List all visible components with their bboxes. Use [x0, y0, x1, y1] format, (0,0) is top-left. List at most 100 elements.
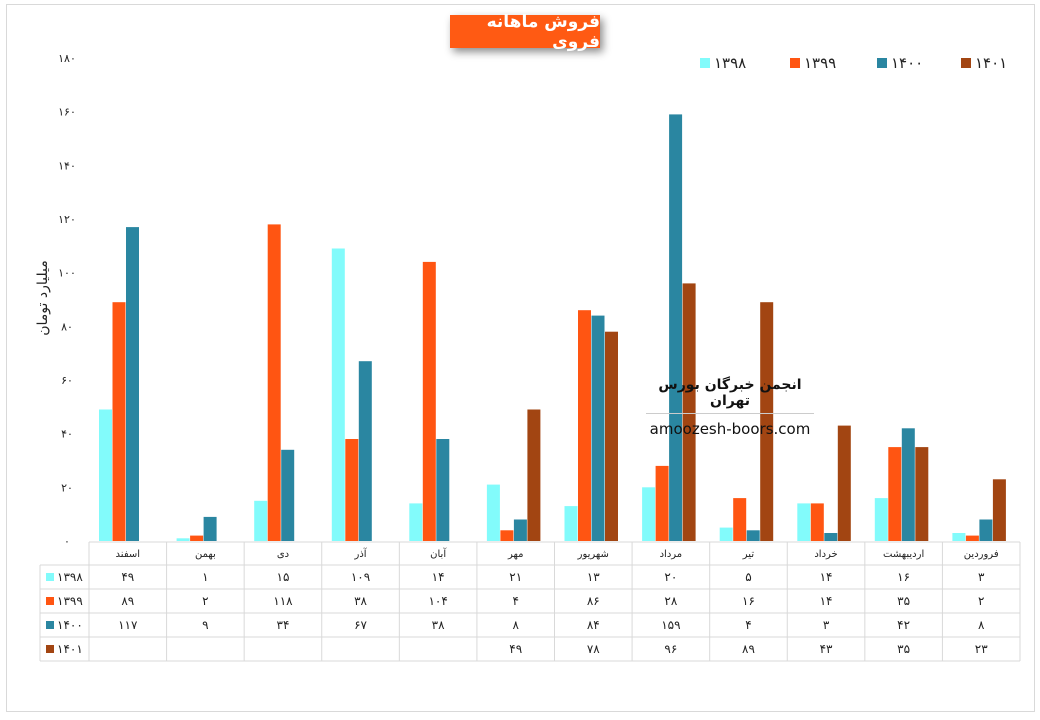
bar: [901, 428, 915, 541]
bar: [719, 527, 733, 541]
watermark-url: amoozesh-boors.com: [649, 420, 811, 438]
y-tick-label: ۲۰: [61, 481, 73, 494]
table-cell-value: ۱۶: [897, 570, 910, 584]
table-cell-value: ۲۰: [664, 570, 677, 584]
bar: [203, 516, 217, 541]
bar: [358, 361, 372, 541]
legend: ۱۳۹۸ ۱۳۹۹ ۱۴۰۰ ۱۴۰۱: [700, 54, 1007, 72]
table-series-label: ۱۴۰۰: [57, 618, 83, 632]
table-cell-value: ۴۲: [897, 618, 910, 632]
watermark-divider: [646, 413, 814, 414]
bar: [952, 533, 966, 541]
bar: [682, 283, 696, 541]
table-cell-value: ۶۷: [354, 618, 367, 632]
bar: [669, 114, 683, 542]
y-tick-label: ۱۶۰: [58, 106, 76, 119]
bar: [824, 533, 838, 541]
table-cell-value: ۲۳: [975, 642, 988, 656]
bar: [992, 479, 1006, 541]
table-cell-value: ۲: [202, 594, 208, 608]
y-axis-ticks: ۰ ۲۰ ۴۰ ۶۰ ۸۰ ۱۰۰ ۱۲۰ ۱۴۰ ۱۶۰ ۱۸۰: [58, 52, 76, 548]
table-category-label: آبان: [430, 547, 447, 560]
bar: [99, 409, 112, 541]
table-cell-value: ۳۵: [897, 594, 910, 608]
legend-label: ۱۳۹۹: [804, 54, 836, 72]
bar: [578, 310, 591, 541]
table-cell-value: ۱۱۷: [118, 618, 138, 632]
bar: [564, 506, 578, 541]
table-series-label: ۱۴۰۱: [57, 642, 83, 656]
bar: [422, 261, 436, 541]
table-cell-value: ۲: [978, 594, 984, 608]
y-tick-label: ۶۰: [61, 374, 73, 387]
watermark: انجمن خبرگان بورس تهران amoozesh-boors.c…: [640, 377, 820, 438]
table-cell-value: ۸: [512, 618, 519, 632]
bar: [746, 530, 760, 541]
bar: [591, 315, 605, 541]
table-cell-value: ۹: [202, 618, 208, 632]
y-tick-label: ۰: [64, 535, 70, 548]
bar: [642, 487, 656, 541]
table-cell-value: ۳۵: [897, 642, 910, 656]
table-cell-value: ۱۵۹: [661, 618, 680, 632]
y-tick-label: ۴۰: [61, 428, 73, 441]
table-cell-value: ۱۴: [820, 594, 833, 608]
legend-label: ۱۴۰۱: [975, 54, 1007, 72]
bar: [513, 519, 527, 541]
table-cell-value: ۱۰۴: [428, 594, 447, 608]
bar: [888, 447, 902, 541]
table-cell-value: ۱۴: [432, 570, 445, 584]
table-category-label: دی: [277, 549, 289, 560]
y-tick-label: ۸۰: [61, 320, 73, 333]
table-category-label: شهریور: [577, 549, 609, 560]
table-legend-swatch: [46, 621, 54, 629]
bar: [655, 465, 669, 541]
table-cell-value: ۲۸: [664, 594, 677, 608]
bar: [126, 227, 139, 541]
table-cell-value: ۸۹: [742, 642, 755, 656]
bar: [874, 498, 888, 541]
y-tick-label: ۱۰۰: [58, 267, 76, 280]
bar: [486, 484, 500, 541]
y-tick-label: ۱۴۰: [58, 159, 76, 172]
bar: [267, 224, 281, 541]
watermark-title: انجمن خبرگان بورس تهران: [658, 377, 802, 409]
legend-label: ۱۳۹۸: [714, 54, 746, 72]
bars: [99, 114, 1006, 542]
table-cell-value: ۸۶: [587, 594, 600, 608]
bar: [979, 519, 993, 541]
table-legend-swatch: [46, 573, 54, 581]
table-series-label: ۱۳۹۸: [57, 570, 83, 584]
legend-swatch: [877, 58, 887, 68]
table-category-label: خرداد: [814, 549, 837, 560]
table-cell-value: ۴۹: [509, 642, 522, 656]
data-table: فروردین اردیبهشت خرداد تیر مرداد شهریور مهر آبا…: [39, 541, 1021, 662]
bar: [500, 530, 514, 541]
bar: [915, 447, 929, 541]
y-tick-label: ۱۸۰: [58, 52, 76, 65]
table-category-label: مرداد: [660, 549, 683, 560]
bar: [797, 503, 811, 541]
bar: [810, 503, 824, 541]
table-category-label: مهر: [507, 549, 523, 560]
table-cell-value: ۹۶: [664, 642, 677, 656]
table-cell-value: ۱۵: [277, 570, 290, 584]
bar: [331, 248, 345, 541]
table-cell-value: ۳۴: [277, 618, 290, 632]
table-cell-value: ۳۸: [354, 594, 367, 608]
legend-swatch: [961, 58, 971, 68]
table-series-label: ۱۳۹۹: [57, 594, 83, 608]
bar: [176, 538, 190, 541]
table-legend-swatch: [46, 597, 54, 605]
bar: [409, 503, 423, 541]
table-cell-value: ۱۳: [587, 570, 600, 584]
bar: [965, 535, 979, 541]
table-cell-value: ۸: [978, 618, 985, 632]
table-cell-value: ۴۳: [820, 642, 833, 656]
table-cell-value: ۸۴: [587, 618, 600, 632]
table-cell-value: ۱۰۹: [351, 570, 370, 584]
table-cell-value: ۱۴: [820, 570, 833, 584]
table-category-label: فروردین: [964, 549, 999, 560]
